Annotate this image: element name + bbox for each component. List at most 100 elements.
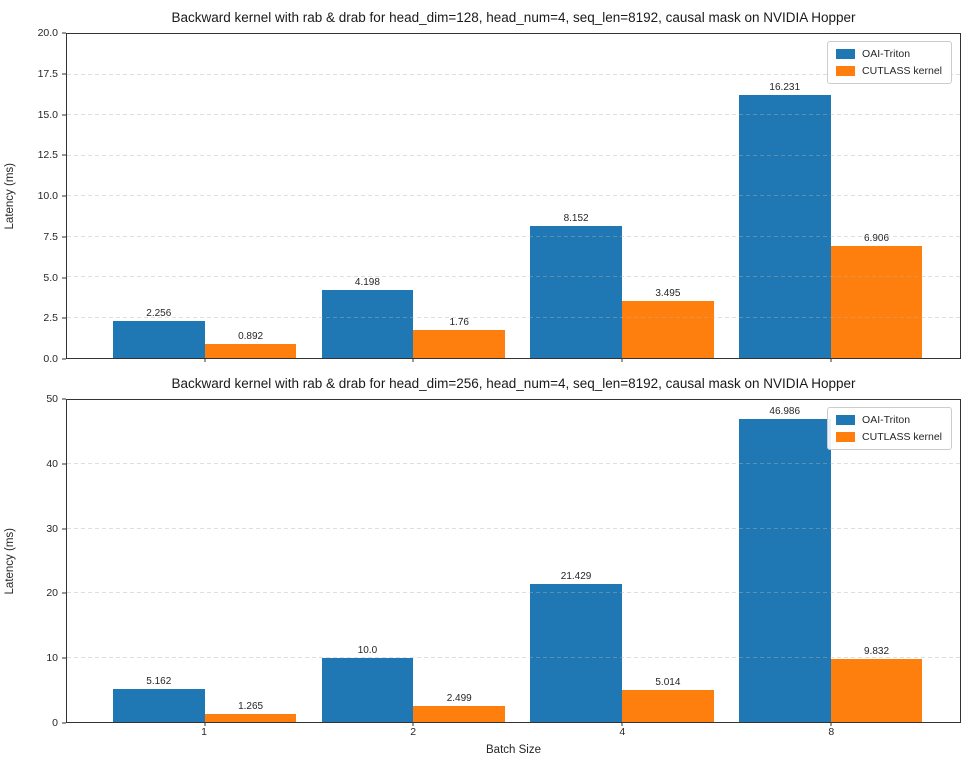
bar-value-label: 5.162: [146, 675, 172, 687]
bar-wrap: 8.152: [530, 34, 622, 358]
bar-oai-triton: [738, 95, 831, 358]
y-tick-mark: [62, 398, 66, 400]
x-axis-tick-labels: 1 2 4 8: [66, 723, 961, 740]
bar-group-batch-1: 2.256 0.892: [112, 34, 297, 358]
bar-wrap: 2.499: [413, 400, 506, 722]
plot-area: 2.256 0.892 4.198 1.76 8.152 3.495 16.231 6.906…: [66, 33, 961, 362]
y-tick-mark: [62, 114, 66, 115]
bar-wrap: 21.429: [530, 400, 622, 722]
y-tick-label: 17.5: [37, 67, 58, 80]
x-tick-label: 1: [201, 726, 207, 738]
bar-value-label: 2.256: [146, 308, 172, 320]
bar-value-label: 10.0: [357, 644, 378, 656]
bar-value-label: 16.231: [769, 82, 801, 94]
bar-wrap: 6.906: [830, 34, 923, 358]
x-tick-label: 4: [619, 726, 626, 738]
plot-row: Latency (ms) 0.0 2.5 5.0 7.5 10.0 12.5 15.0 17.…: [0, 27, 975, 365]
bar-value-label: 8.152: [563, 212, 589, 224]
bar-oai-triton: [112, 688, 205, 722]
legend-swatch-cutlass-kernel: [836, 432, 856, 442]
bar-cutlass-kernel: [621, 301, 714, 358]
y-tick-mark: [62, 528, 66, 530]
y-tick-mark: [62, 722, 66, 724]
y-tick-mark: [62, 73, 66, 75]
bar-oai-triton: [530, 584, 622, 722]
legend-item: OAI-Triton: [836, 414, 942, 426]
y-tick-mark: [62, 463, 66, 465]
y-tick-label: 15.0: [37, 108, 58, 121]
plot-row: Latency (ms) 0 10 20 30 40 50 5.162 1.265 10.0 2…: [0, 393, 975, 729]
legend-item: OAI-Triton: [836, 48, 942, 60]
y-axis-ticks: 0 10 20 30 40 50: [20, 393, 66, 729]
y-axis-label: Latency (ms): [4, 162, 16, 230]
y-tick-label: 7.5: [43, 230, 58, 243]
x-tick-mark: [412, 722, 414, 726]
y-axis-label: Latency (ms): [4, 527, 16, 595]
y-tick-label: 10: [46, 652, 58, 665]
bar-oai-triton: [112, 321, 205, 358]
y-tick-mark: [62, 277, 66, 278]
legend-swatch-cutlass-kernel: [836, 66, 856, 76]
bar-oai-triton: [321, 657, 414, 722]
legend-label: OAI-Triton: [862, 48, 911, 60]
bar-wrap: 1.76: [413, 34, 506, 358]
x-tick-mark: [830, 722, 832, 726]
subplot-head-dim-128: Backward kernel with rab & drab for head…: [0, 7, 975, 373]
bar-cutlass-kernel: [830, 246, 923, 358]
bar-cutlass-kernel: [204, 343, 297, 358]
bar-group-batch-8: 46.986 9.832: [738, 400, 923, 722]
y-tick-label: 0.0: [43, 353, 58, 365]
bar-wrap: 10.0: [321, 400, 414, 722]
bar-wrap: 5.162: [112, 400, 205, 722]
chart-title: Backward kernel with rab & drab for head…: [171, 10, 856, 25]
y-tick-mark: [62, 154, 66, 156]
legend-swatch-oai-triton: [836, 415, 856, 425]
bar-value-label: 2.499: [446, 692, 472, 704]
x-axis-label: Batch Size: [486, 744, 541, 756]
x-tick-mark: [204, 358, 206, 362]
y-tick-label: 0: [52, 717, 58, 729]
bar-group-batch-4: 8.152 3.495: [530, 34, 714, 358]
bar-value-label: 1.265: [238, 700, 264, 712]
x-tick-spacer: [0, 359, 975, 373]
x-tick-mark: [621, 722, 623, 726]
subplot-head-dim-256: Backward kernel with rab & drab for head…: [0, 373, 975, 756]
x-tick-label: 8: [828, 726, 835, 738]
chart-title: Backward kernel with rab & drab for head…: [171, 376, 856, 391]
legend: OAI-Triton CUTLASS kernel: [827, 407, 952, 450]
y-axis-label-column: Latency (ms): [0, 399, 20, 723]
bar-value-label: 5.014: [655, 676, 681, 688]
y-tick-label: 30: [46, 522, 58, 535]
bar-wrap: 9.832: [830, 400, 923, 722]
x-tick-label: 2: [410, 726, 417, 738]
bar-cutlass-kernel: [621, 689, 714, 722]
bar-wrap: 1.265: [204, 400, 297, 722]
legend-swatch-oai-triton: [836, 49, 856, 59]
x-tick-mark: [830, 358, 832, 362]
bar-wrap: 4.198: [321, 34, 414, 358]
bar-value-label: 46.986: [769, 406, 801, 418]
bar-group-batch-8: 16.231 6.906: [738, 34, 923, 358]
y-tick-label: 20: [46, 587, 58, 600]
bar-value-label: 21.429: [560, 571, 592, 582]
y-tick-label: 40: [46, 457, 58, 470]
y-tick-label: 10.0: [37, 190, 58, 202]
legend-label: OAI-Triton: [862, 414, 911, 426]
y-tick-label: 5.0: [43, 271, 58, 284]
y-tick-label: 2.5: [43, 312, 58, 325]
y-axis-ticks: 0.0 2.5 5.0 7.5 10.0 12.5 15.0 17.5 20.0: [20, 27, 66, 365]
y-tick-mark: [62, 236, 66, 238]
bar-group-batch-2: 10.0 2.499: [321, 400, 506, 722]
bar-wrap: 5.014: [621, 400, 714, 722]
legend-item: CUTLASS kernel: [836, 431, 942, 443]
y-tick-label: 12.5: [37, 149, 58, 162]
bar-value-label: 9.832: [864, 645, 890, 657]
y-tick-label: 50: [46, 393, 58, 405]
bar-group-batch-4: 21.429 5.014: [530, 400, 714, 722]
y-tick-mark: [62, 32, 66, 34]
y-tick-label: 20.0: [37, 27, 58, 39]
figure: Backward kernel with rab & drab for head…: [0, 7, 975, 756]
x-tick-mark: [412, 358, 414, 362]
legend-item: CUTLASS kernel: [836, 65, 942, 77]
bar-cutlass-kernel: [830, 658, 923, 722]
